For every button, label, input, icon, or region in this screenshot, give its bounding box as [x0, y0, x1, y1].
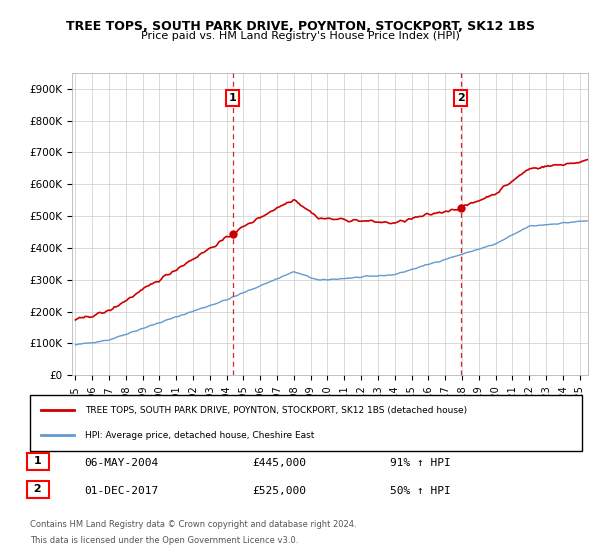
Text: 06-MAY-2004: 06-MAY-2004 — [84, 458, 158, 468]
Text: 91% ↑ HPI: 91% ↑ HPI — [390, 458, 451, 468]
Text: 2: 2 — [30, 484, 46, 494]
Text: Price paid vs. HM Land Registry's House Price Index (HPI): Price paid vs. HM Land Registry's House … — [140, 31, 460, 41]
Text: TREE TOPS, SOUTH PARK DRIVE, POYNTON, STOCKPORT, SK12 1BS (detached house): TREE TOPS, SOUTH PARK DRIVE, POYNTON, ST… — [85, 406, 467, 415]
Text: This data is licensed under the Open Government Licence v3.0.: This data is licensed under the Open Gov… — [30, 536, 298, 545]
Text: 1: 1 — [30, 456, 46, 466]
Text: 01-DEC-2017: 01-DEC-2017 — [84, 486, 158, 496]
Text: 1: 1 — [229, 94, 236, 103]
Text: Contains HM Land Registry data © Crown copyright and database right 2024.: Contains HM Land Registry data © Crown c… — [30, 520, 356, 529]
Text: £525,000: £525,000 — [252, 486, 306, 496]
FancyBboxPatch shape — [30, 395, 582, 451]
Text: 2: 2 — [457, 94, 464, 103]
Text: £445,000: £445,000 — [252, 458, 306, 468]
Text: HPI: Average price, detached house, Cheshire East: HPI: Average price, detached house, Ches… — [85, 431, 314, 440]
Text: TREE TOPS, SOUTH PARK DRIVE, POYNTON, STOCKPORT, SK12 1BS: TREE TOPS, SOUTH PARK DRIVE, POYNTON, ST… — [65, 20, 535, 32]
Text: 50% ↑ HPI: 50% ↑ HPI — [390, 486, 451, 496]
